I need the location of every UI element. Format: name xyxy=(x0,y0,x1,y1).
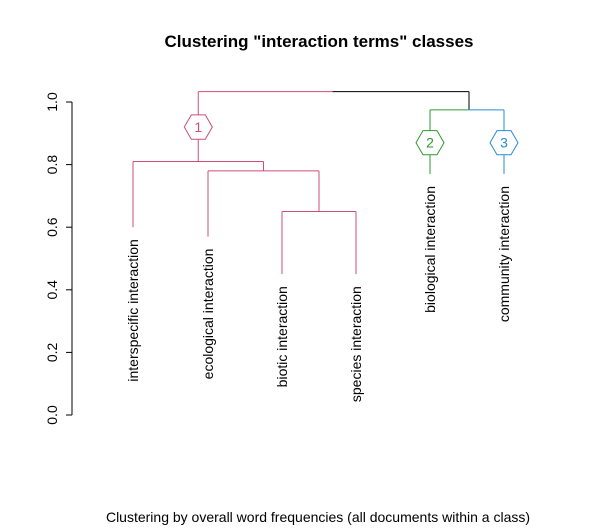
y-tick-label: 0.0 xyxy=(44,405,60,425)
cluster-id-label: 2 xyxy=(426,135,434,151)
cluster-marker xyxy=(415,130,445,156)
y-tick-label: 0.4 xyxy=(44,280,60,300)
leaf-label: community interaction xyxy=(496,186,512,322)
y-axis: 0.0 0.2 0.4 0.6 0.8 1.0 xyxy=(44,92,73,425)
y-tick-label: 0.2 xyxy=(44,342,60,362)
x-axis-label: Clustering by overall word frequencies (… xyxy=(106,509,530,525)
cluster-id-label: 1 xyxy=(194,119,202,135)
chart-title: Clustering "interaction terms" classes xyxy=(164,32,473,51)
cluster-marker xyxy=(489,130,519,156)
cluster-id-label: 3 xyxy=(500,135,508,151)
y-tick-label: 1.0 xyxy=(44,92,60,112)
y-tick-label: 0.8 xyxy=(44,155,60,175)
cluster-marker xyxy=(183,114,213,140)
leaf-label: biological interaction xyxy=(422,186,438,313)
leaf-label: species interaction xyxy=(348,286,364,402)
leaf-label: ecological interaction xyxy=(200,249,216,380)
y-tick-label: 0.6 xyxy=(44,217,60,237)
leaf-labels: interspecific interaction ecological inte… xyxy=(125,186,512,402)
leaf-label: interspecific interaction xyxy=(125,239,141,381)
leaf-label: biotic interaction xyxy=(274,286,290,387)
cluster-markers: 1 2 3 xyxy=(183,114,519,156)
